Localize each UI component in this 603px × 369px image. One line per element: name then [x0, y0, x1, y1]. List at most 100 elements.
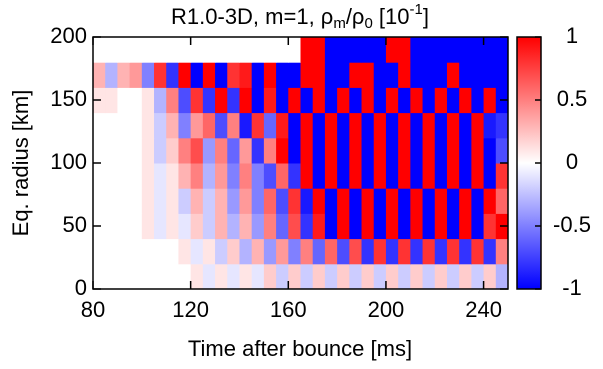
heat-cell: [324, 263, 338, 289]
heat-cell: [105, 163, 118, 189]
heat-cell: [349, 112, 363, 139]
heat-cell: [483, 163, 497, 189]
heat-cell: [483, 238, 497, 265]
heat-cell: [337, 137, 350, 164]
heat-cell: [434, 238, 448, 265]
heat-cell: [471, 137, 485, 164]
heat-cell: [105, 238, 118, 265]
heat-cell: [93, 62, 106, 88]
heat-cell: [434, 213, 448, 240]
heat-cell: [446, 112, 460, 139]
heat-cell: [410, 137, 424, 164]
heat-cell: [166, 87, 179, 114]
heat-cell: [483, 62, 497, 88]
heat-cell: [227, 188, 240, 214]
heat-cell: [251, 163, 265, 189]
y-tick-label: 0: [75, 275, 87, 300]
heat-cell: [166, 238, 179, 265]
heat-cell: [337, 188, 350, 214]
heat-cell: [227, 263, 240, 289]
heat-cell: [251, 188, 265, 214]
heat-cell: [410, 238, 424, 265]
heat-cell: [239, 87, 253, 114]
heat-cell: [166, 188, 179, 214]
heat-cell: [495, 137, 508, 164]
heat-cell: [398, 163, 411, 189]
heat-cell: [263, 137, 277, 164]
heat-cell: [483, 137, 497, 164]
heat-cell: [251, 87, 265, 114]
heat-cell: [93, 163, 106, 189]
heat-cell: [117, 188, 131, 214]
heat-cell: [312, 137, 326, 164]
heat-cell: [154, 37, 167, 63]
heat-cell: [190, 137, 204, 164]
heat-cell: [190, 112, 204, 139]
heat-cell: [410, 163, 424, 189]
heat-cell: [349, 37, 363, 63]
heat-cell: [312, 163, 326, 189]
heat-cell: [166, 112, 179, 139]
heat-cell: [227, 238, 240, 265]
heat-cell: [105, 213, 118, 240]
heat-cell: [422, 62, 436, 88]
title-part: R1.0-3D, m=1, ρ: [171, 4, 333, 29]
heat-cell: [141, 87, 155, 114]
heat-cell: [373, 238, 387, 265]
heat-cell: [129, 238, 143, 265]
heat-cell: [398, 62, 411, 88]
heat-cell: [202, 238, 216, 265]
heat-cell: [459, 213, 472, 240]
heat-cell: [93, 263, 106, 289]
heat-cell: [276, 137, 289, 164]
heat-cell: [105, 263, 118, 289]
heat-cell: [324, 37, 338, 63]
heat-cell: [483, 37, 497, 63]
heat-cell: [263, 87, 277, 114]
heat-cell: [312, 188, 326, 214]
heat-cell: [373, 87, 387, 114]
heat-cell: [300, 213, 314, 240]
heat-cell: [385, 62, 399, 88]
heat-cell: [434, 137, 448, 164]
heat-cell: [422, 87, 436, 114]
heat-cell: [215, 87, 228, 114]
heat-cell: [215, 112, 228, 139]
heat-cell: [373, 263, 387, 289]
heat-cell: [471, 112, 485, 139]
heat-cell: [190, 62, 204, 88]
heat-cell: [373, 213, 387, 240]
title-part: ]: [423, 4, 429, 29]
heat-cell: [154, 238, 167, 265]
heat-cell: [446, 62, 460, 88]
heat-cell: [178, 137, 192, 164]
heat-cell: [276, 112, 289, 139]
heat-cell: [251, 112, 265, 139]
heat-cell: [227, 137, 240, 164]
heat-cell: [446, 188, 460, 214]
heat-cell: [251, 238, 265, 265]
heat-cell: [349, 238, 363, 265]
heat-cell: [361, 163, 375, 189]
heat-cell: [117, 263, 131, 289]
heat-cell: [263, 238, 277, 265]
heat-cell: [495, 188, 508, 214]
heat-cell: [117, 137, 131, 164]
heat-cell: [154, 263, 167, 289]
heat-cell: [385, 238, 399, 265]
heat-cell: [385, 137, 399, 164]
heat-cell: [227, 87, 240, 114]
heat-cell: [373, 137, 387, 164]
heat-cell: [398, 112, 411, 139]
heat-cell: [141, 213, 155, 240]
heat-cell: [349, 87, 363, 114]
heat-cell: [300, 37, 314, 63]
heat-cell: [141, 112, 155, 139]
heat-cell: [190, 263, 204, 289]
heat-cell: [434, 163, 448, 189]
heat-cell: [93, 137, 106, 164]
heat-cell: [337, 238, 350, 265]
heat-cell: [385, 87, 399, 114]
heat-cell: [385, 37, 399, 63]
heat-cell: [227, 163, 240, 189]
